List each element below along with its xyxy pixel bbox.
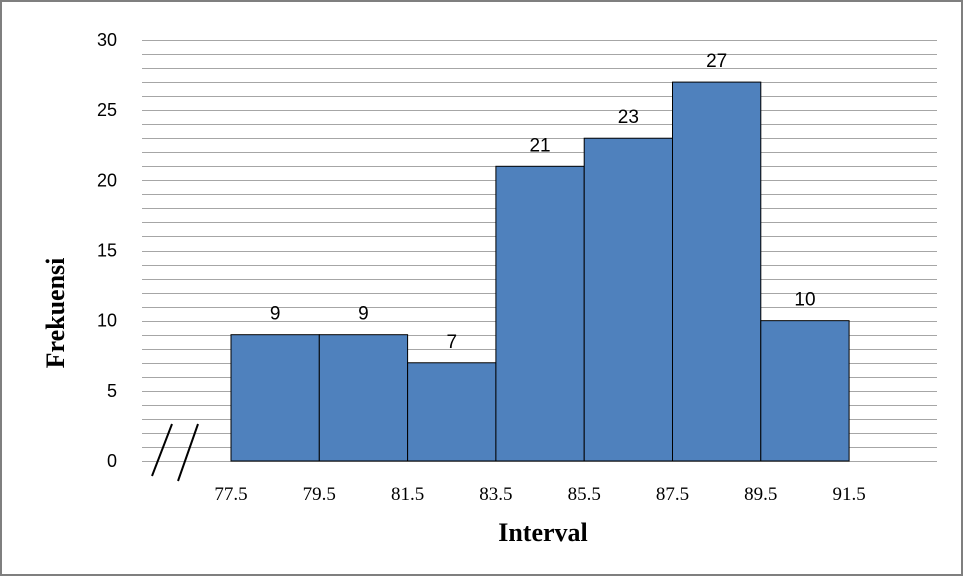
x-tick-label: 87.5 [656, 484, 689, 505]
bar [318, 334, 409, 462]
y-axis-ticks: 0 5 10 15 20 25 30 [97, 30, 117, 471]
bar [230, 334, 320, 462]
y-tick-label: 0 [107, 451, 117, 471]
axis-break-icon [151, 423, 199, 482]
data-label: 9 [358, 304, 369, 325]
x-tick-label: 85.5 [568, 484, 601, 505]
data-labels: 9 9 7 21 23 27 10 [270, 51, 816, 353]
bar [495, 165, 585, 462]
x-axis-ticks: 77.5 79.5 81.5 83.5 85.5 87.5 89.5 91.5 [214, 484, 865, 505]
data-label: 23 [618, 107, 639, 128]
data-label: 21 [529, 135, 550, 156]
data-label: 27 [706, 51, 727, 72]
y-tick-label: 25 [97, 100, 117, 120]
y-tick-label: 10 [97, 311, 117, 331]
x-tick-label: 91.5 [832, 484, 865, 505]
data-label: 10 [794, 290, 815, 311]
bar [583, 137, 674, 462]
y-tick-label: 30 [97, 30, 117, 50]
x-tick-label: 89.5 [744, 484, 777, 505]
bar [760, 320, 850, 462]
y-tick-label: 5 [107, 381, 117, 401]
data-label: 7 [446, 332, 457, 353]
axis-break-line [177, 423, 199, 482]
bar [407, 362, 497, 462]
x-tick-label: 79.5 [303, 484, 336, 505]
y-axis-title: Frekuensi [41, 258, 70, 369]
bar [672, 81, 762, 462]
x-tick-label: 81.5 [391, 484, 424, 505]
data-label: 9 [270, 304, 281, 325]
x-tick-label: 77.5 [214, 484, 247, 505]
bars [230, 81, 850, 462]
axis-break-line [151, 423, 173, 477]
y-tick-label: 20 [97, 170, 117, 190]
x-tick-label: 83.5 [479, 484, 512, 505]
x-axis-title: Interval [498, 518, 588, 547]
y-tick-label: 15 [97, 241, 117, 261]
